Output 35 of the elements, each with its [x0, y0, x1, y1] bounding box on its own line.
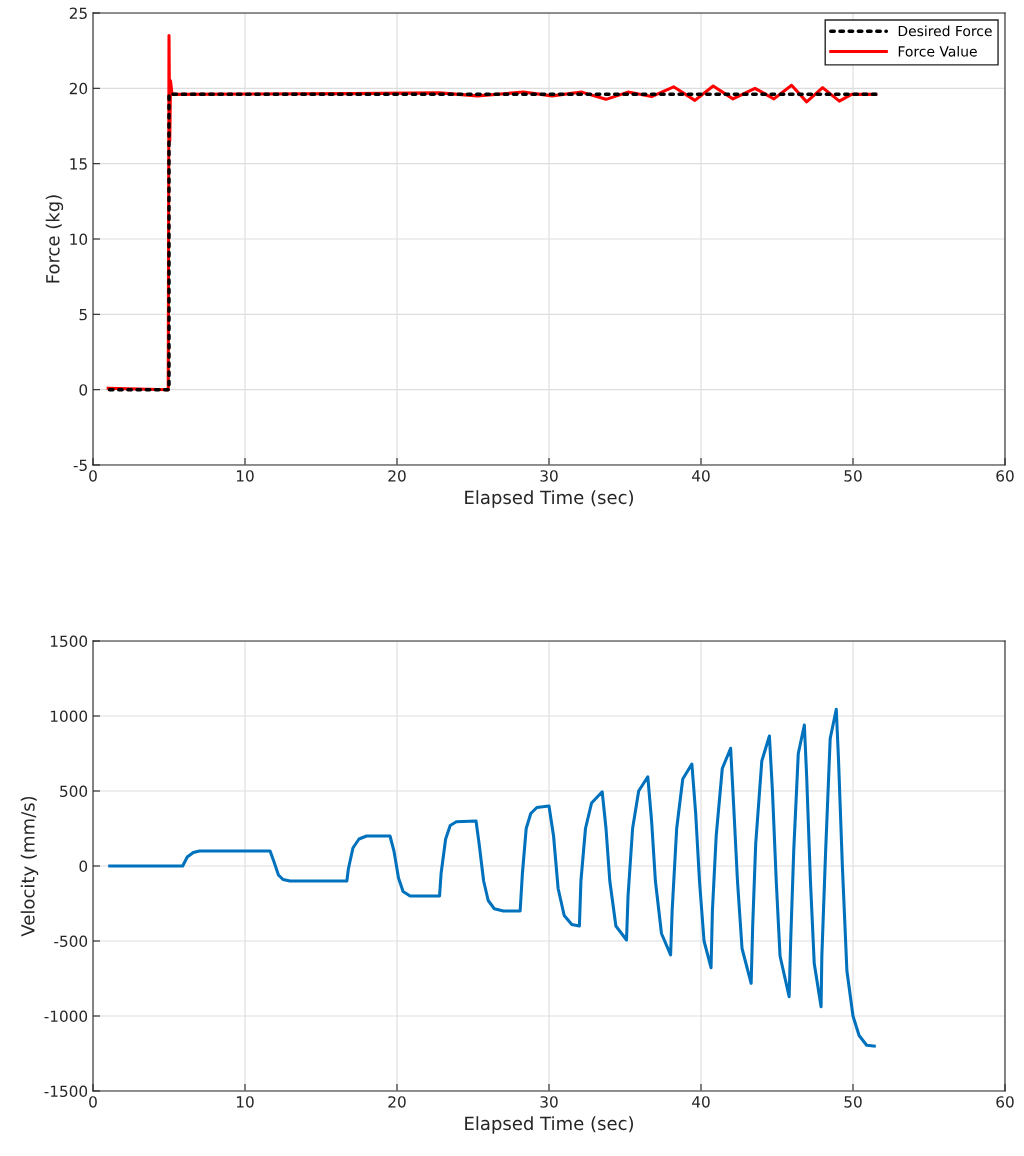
- y-tick-label: 1500: [50, 635, 88, 648]
- y-tick-label: -1500: [44, 1085, 88, 1098]
- y-tick-label: 5: [79, 309, 87, 321]
- y-tick-label: 0: [79, 384, 88, 396]
- x-tick-label: 10: [236, 1096, 254, 1108]
- y-tick-label: 25: [69, 7, 87, 20]
- x-tick-label: 30: [540, 470, 558, 482]
- y-tick-label: 500: [60, 785, 88, 798]
- y-axis-title: Velocity (mm/s): [20, 796, 39, 937]
- y-tick-label: 20: [69, 82, 88, 95]
- x-axis-title: Elapsed Time (sec): [465, 490, 633, 508]
- x-tick-label: 50: [844, 1096, 862, 1108]
- y-tick-label: 0: [79, 860, 88, 873]
- x-axis-title: Elapsed Time (sec): [465, 1116, 633, 1134]
- x-tick-label: 20: [388, 1096, 406, 1108]
- x-tick-label: 60: [996, 1096, 1014, 1108]
- legend-label: Force Value: [898, 45, 977, 57]
- x-tick-label: 20: [388, 470, 406, 482]
- line-series: [108, 707, 876, 1048]
- x-tick-label: 0: [89, 1096, 97, 1108]
- x-tick-label: 10: [236, 470, 254, 482]
- x-tick-label: 60: [996, 470, 1014, 482]
- x-tick-label: 0: [89, 470, 97, 482]
- y-tick-label: 10: [70, 233, 88, 246]
- x-tick-label: 40: [692, 1096, 710, 1108]
- y-tick-label: 15: [70, 158, 87, 170]
- x-tick-label: 30: [540, 1096, 558, 1108]
- y-tick-label: 1000: [50, 710, 88, 723]
- x-tick-label: 40: [692, 470, 710, 482]
- legend-label: Desired Force: [898, 25, 992, 37]
- y-tick-label: -1000: [44, 1010, 88, 1023]
- x-tick-label: 50: [844, 470, 862, 482]
- y-tick-label: -5: [73, 459, 87, 472]
- y-axis-title: Force (kg): [45, 195, 64, 283]
- y-tick-label: -500: [54, 935, 88, 948]
